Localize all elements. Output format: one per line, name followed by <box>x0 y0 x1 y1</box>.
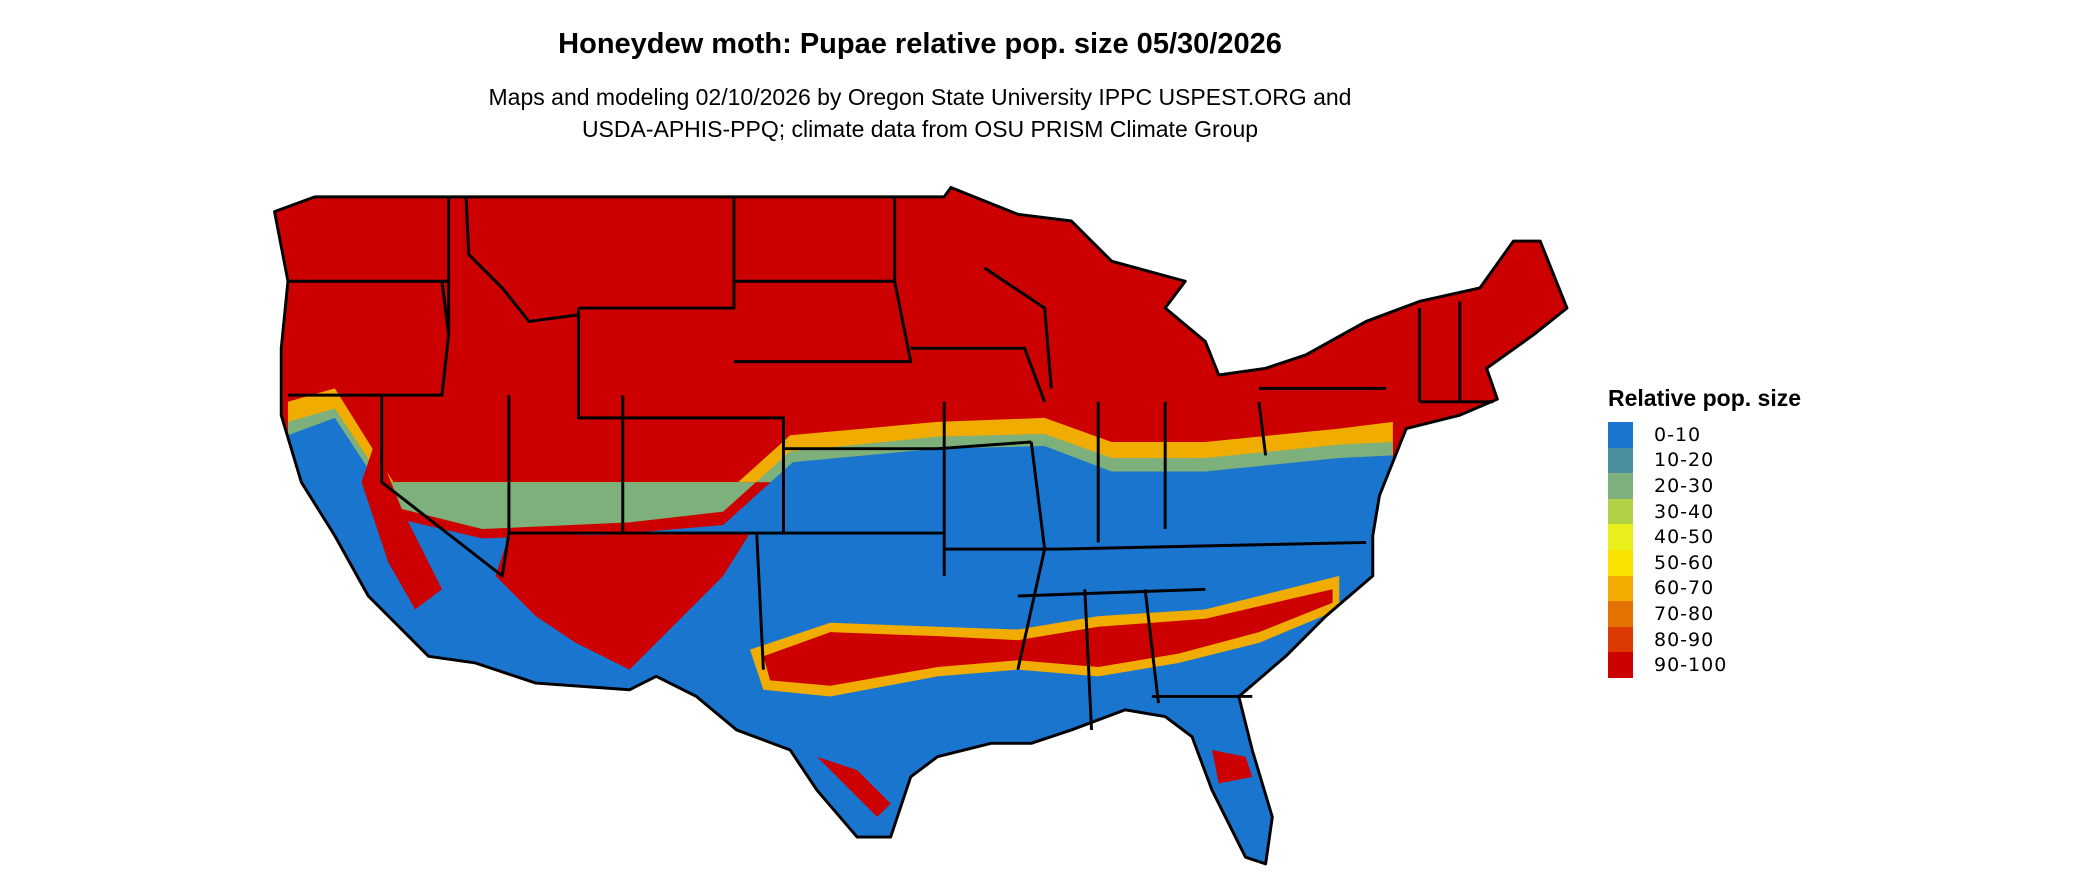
legend-label: 90-100 <box>1654 654 1728 677</box>
map-subtitle-line-1: Maps and modeling 02/10/2026 by Oregon S… <box>488 84 1352 110</box>
legend-items: 0-10 10-20 20-30 30-40 40-50 50-60 60-70 70-80 8… <box>1608 422 1801 678</box>
legend-item: 60-70 <box>1608 575 1801 602</box>
legend-label: 20-30 <box>1654 474 1715 497</box>
legend-swatch <box>1608 422 1633 448</box>
legend-item: 40-50 <box>1608 524 1801 550</box>
legend-swatch <box>1608 549 1633 576</box>
legend-swatch <box>1608 601 1633 627</box>
legend-item: 80-90 <box>1608 626 1801 653</box>
legend-swatch <box>1608 652 1633 678</box>
legend-item: 0-10 <box>1608 422 1801 448</box>
region-florida-band <box>1212 750 1253 784</box>
legend-swatch <box>1608 524 1633 550</box>
legend-label: 10-20 <box>1654 449 1715 472</box>
legend-label: 70-80 <box>1654 602 1715 625</box>
legend-item: 70-80 <box>1608 601 1801 627</box>
legend-swatch <box>1608 626 1633 653</box>
region-southern-band <box>763 589 1333 686</box>
legend-item: 30-40 <box>1608 498 1801 525</box>
legend-item: 20-30 <box>1608 473 1801 499</box>
legend: Relative pop. size 0-10 10-20 20-30 30-40 40… <box>1608 385 1801 678</box>
legend-swatch <box>1608 575 1633 602</box>
region-texas-coast <box>816 756 891 817</box>
legend-label: 30-40 <box>1654 500 1715 523</box>
legend-item: 50-60 <box>1608 549 1801 576</box>
legend-label: 80-90 <box>1654 628 1715 651</box>
legend-title: Relative pop. size <box>1608 385 1802 411</box>
legend-label: 0-10 <box>1654 423 1702 446</box>
legend-item: 10-20 <box>1608 447 1801 474</box>
map-subtitle-line-2: USDA-APHIS-PPQ; climate data from OSU PR… <box>581 116 1259 142</box>
legend-swatch <box>1608 473 1633 499</box>
region-southwest-high <box>495 533 750 670</box>
legend-label: 50-60 <box>1654 551 1715 574</box>
legend-label: 40-50 <box>1654 526 1715 549</box>
legend-item: 90-100 <box>1608 652 1801 678</box>
legend-swatch <box>1608 498 1633 525</box>
legend-swatch <box>1608 447 1633 474</box>
legend-label: 60-70 <box>1654 577 1715 600</box>
state-boundaries <box>273 186 1569 866</box>
map-title: Honeydew moth: Pupae relative pop. size … <box>558 28 1282 60</box>
